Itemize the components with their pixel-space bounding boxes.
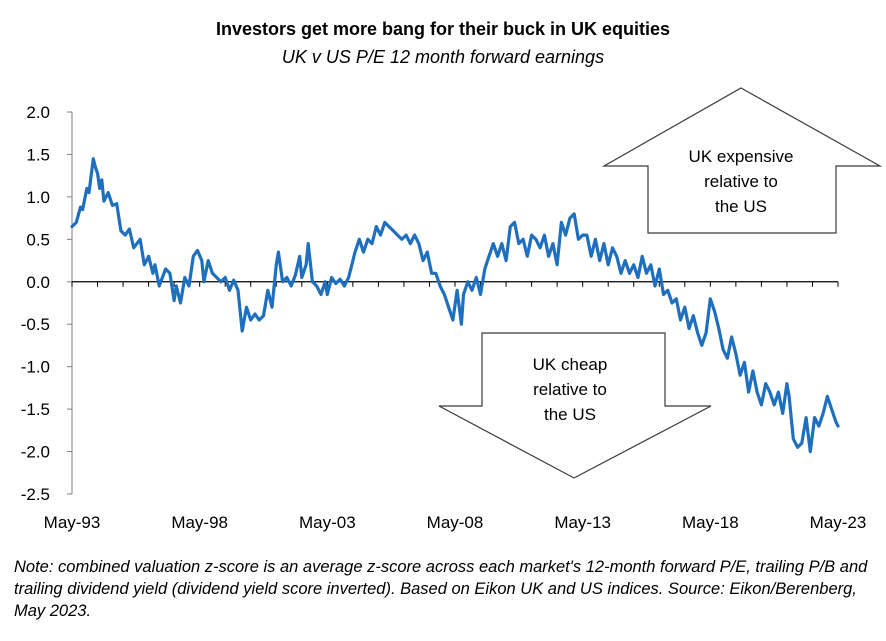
y-tick-label: 1.5 [26, 145, 50, 164]
chart-title: Investors get more bang for their buck i… [216, 19, 670, 39]
arrow-down-shape [438, 332, 712, 479]
axes: 2.0 1.5 1.0 0.5 0.0 -0.5 -1.0 -1.5 -2.0 -2.5 May-9… [21, 103, 867, 532]
y-tick-label: 0.5 [26, 230, 50, 249]
chart-subtitle: UK v US P/E 12 month forward earnings [282, 47, 604, 67]
arrow-down-uk-cheap: UK cheap relative to the US [438, 332, 712, 479]
series-line-0 [70, 157, 840, 454]
series-layer [70, 157, 840, 454]
x-tick-label: May-23 [810, 513, 867, 532]
x-tick-label: May-93 [44, 513, 101, 532]
y-tick-label: -1.0 [21, 358, 50, 377]
arrow-down-line-1: UK cheap [533, 355, 608, 374]
y-tick-label: 1.0 [26, 188, 50, 207]
arrow-up-line-3: the US [715, 197, 767, 216]
arrow-down-line-3: the US [544, 405, 596, 424]
x-tick-label: May-18 [682, 513, 739, 532]
arrow-up-line-2: relative to [704, 172, 778, 191]
chart: Investors get more bang for their buck i… [21, 19, 883, 532]
y-tick-label: 2.0 [26, 103, 50, 122]
chart-note: Note: combined valuation z-score is an a… [14, 558, 868, 620]
x-tick-label: May-03 [299, 513, 356, 532]
y-tick-label: -1.5 [21, 400, 50, 419]
arrow-down-line-2: relative to [533, 380, 607, 399]
y-tick-label: 0.0 [26, 273, 50, 292]
arrow-up-shape [601, 87, 883, 234]
x-tick-label: May-13 [554, 513, 611, 532]
y-tick-label: -2.5 [21, 485, 50, 504]
y-tick-label: -0.5 [21, 315, 50, 334]
x-tick-label: May-98 [171, 513, 228, 532]
y-tick-label: -2.0 [21, 443, 50, 462]
x-tick-label: May-08 [427, 513, 484, 532]
arrow-up-line-1: UK expensive [689, 147, 794, 166]
arrow-up-uk-expensive: UK expensive relative to the US [601, 87, 883, 234]
